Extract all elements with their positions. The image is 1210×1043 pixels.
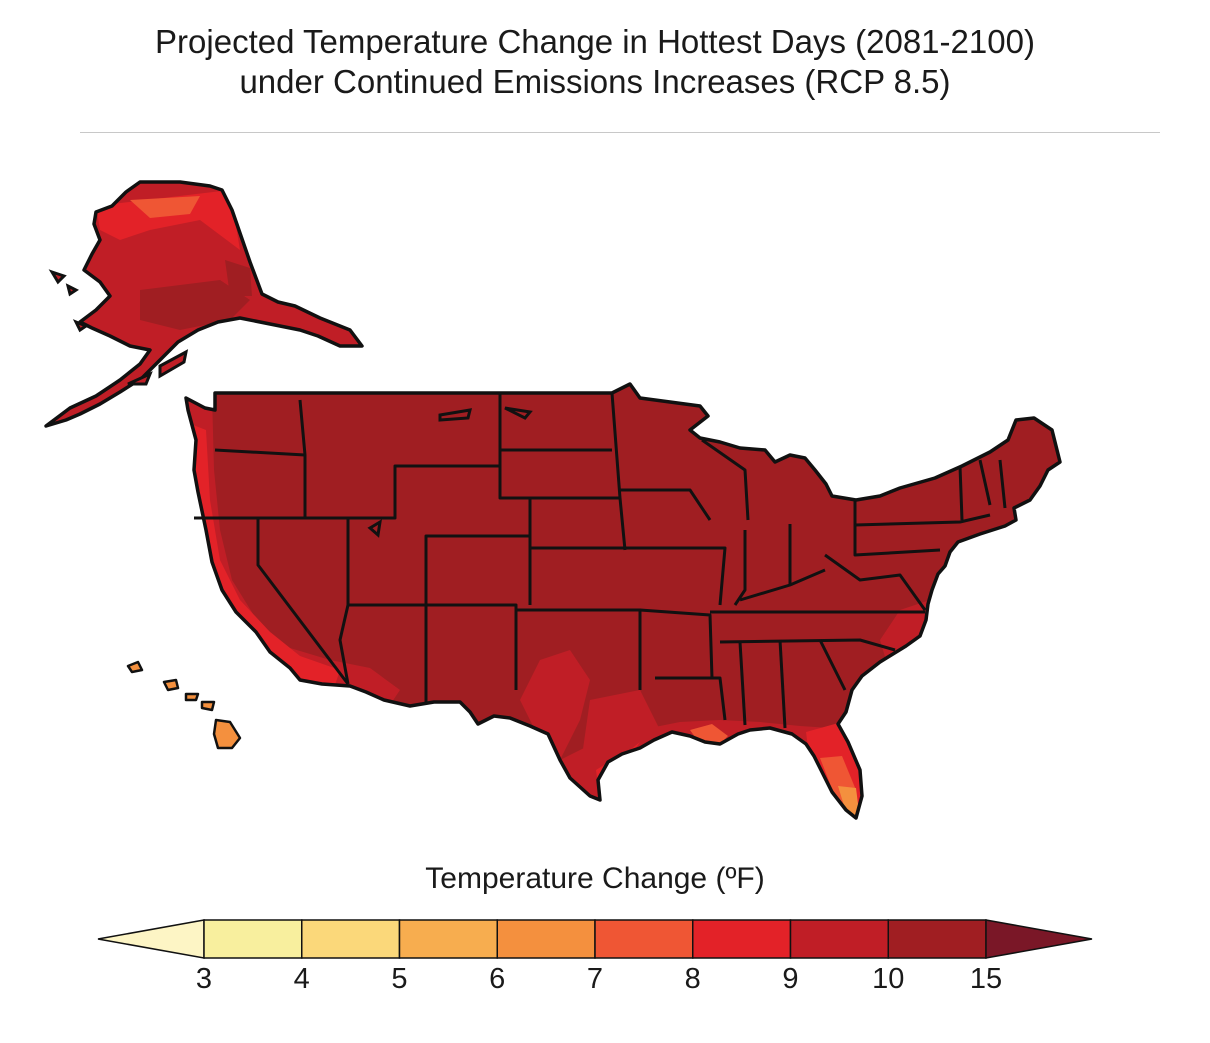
legend-tick-label: 9 <box>782 963 798 995</box>
legend-swatch <box>398 919 498 959</box>
legend-ticks: 3 4 5 6 7 8 9 10 15 <box>196 963 1002 995</box>
state-borders <box>194 392 1007 729</box>
alaska <box>44 180 364 428</box>
us-temperature-map <box>44 180 1062 820</box>
legend-swatch <box>301 919 401 959</box>
legend-swatches <box>97 919 1093 959</box>
legend-tick-label: 10 <box>872 963 904 995</box>
legend-swatch <box>594 919 694 959</box>
legend-extend-low <box>97 919 205 959</box>
legend-tick-label: 15 <box>970 963 1002 995</box>
title-divider <box>80 132 1160 133</box>
legend-swatch <box>887 919 987 959</box>
legend-tick-label: 6 <box>489 963 505 995</box>
title-line-1: Projected Temperature Change in Hottest … <box>155 23 1035 60</box>
colorbar-legend: 3 4 5 6 7 8 9 10 15 <box>97 919 1093 995</box>
legend-swatch <box>496 919 596 959</box>
legend-swatch <box>789 919 889 959</box>
legend-tick-label: 8 <box>685 963 701 995</box>
legend-tick-label: 5 <box>391 963 407 995</box>
map-title: Projected Temperature Change in Hottest … <box>0 22 1190 102</box>
legend-swatch <box>203 919 303 959</box>
legend-extend-high <box>985 919 1093 959</box>
contiguous-us <box>184 382 1062 820</box>
legend-swatch <box>692 919 792 959</box>
legend-tick-label: 3 <box>196 963 212 995</box>
hawaii <box>126 660 242 750</box>
legend-tick-label: 4 <box>294 963 310 995</box>
legend-tick-label: 7 <box>587 963 603 995</box>
title-line-2: under Continued Emissions Increases (RCP… <box>239 63 951 100</box>
legend-title: Temperature Change (ºF) <box>425 862 765 895</box>
